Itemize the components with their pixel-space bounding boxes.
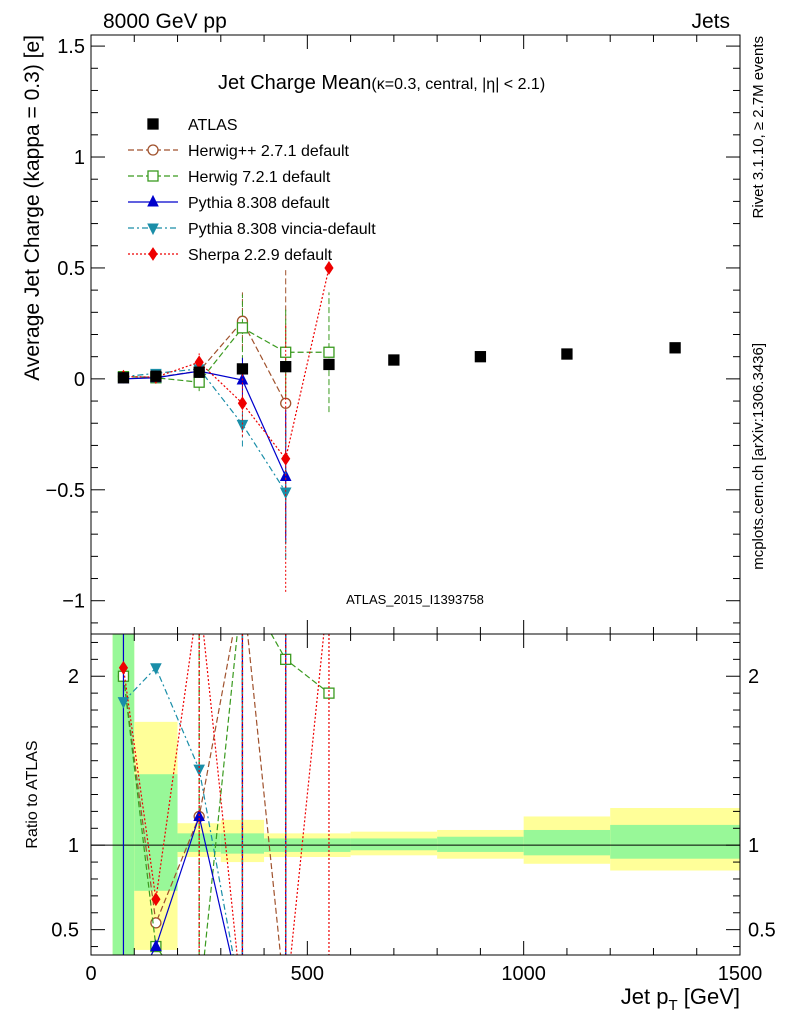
ratio-point <box>117 697 130 709</box>
legend-label: Herwig++ 2.7.1 default <box>188 143 350 160</box>
main-plot-panel: −1 −0.5 0 0.5 1 1.5 Average Jet Charge (kappa … <box>21 34 741 635</box>
legend-marker <box>148 247 158 261</box>
legend-label: Pythia 8.308 vincia-default <box>188 221 376 238</box>
ratio-line <box>122 634 325 955</box>
data-point <box>150 370 162 382</box>
ratio-point <box>151 892 161 907</box>
ratio-line <box>122 634 330 955</box>
ratio-y-tick-label-right: 1 <box>748 835 759 857</box>
data-point <box>117 372 130 384</box>
x-tick-label: 0 <box>85 963 96 985</box>
legend-marker <box>147 118 159 130</box>
series-line <box>123 368 287 493</box>
uncertainty-band-inner <box>610 824 740 859</box>
legend-marker <box>147 144 159 156</box>
ratio-plot-area <box>91 634 740 955</box>
rivet-version-label: Rivet 3.1.10, ≥ 2.7M events <box>750 36 767 219</box>
analysis-tag: ATLAS_2015_I1393758 <box>346 592 484 607</box>
y-tick-label: 1.5 <box>57 36 85 58</box>
data-point <box>324 261 334 275</box>
data-point <box>279 487 292 500</box>
data-point <box>323 346 335 358</box>
legend-label: Sherpa 2.2.9 default <box>188 247 333 264</box>
chart-title: Jet Charge Mean(κ=0.3, central, |η| < 2.… <box>218 72 545 94</box>
ratio-point <box>150 939 162 952</box>
ratio-y-axis-label: Ratio to ATLAS <box>24 740 41 848</box>
x-tick-label: 1500 <box>718 963 763 985</box>
legend-marker <box>147 194 159 207</box>
legend-item-herwig-7-2-1-default: Herwig 7.2.1 default <box>128 169 331 186</box>
series-line <box>123 267 330 461</box>
mcplots-label: mcplots.cern.ch [arXiv:1306.3436] <box>750 343 767 570</box>
ratio-y-tick-label: 1 <box>68 835 79 857</box>
ratio-point <box>150 663 162 675</box>
series-line <box>123 320 287 404</box>
ratio-point <box>118 660 129 675</box>
ratio-y-tick-label: 0.5 <box>51 920 79 942</box>
data-point <box>236 363 249 375</box>
ratio-y-tick-label-right: 0.5 <box>748 920 776 942</box>
data-point <box>561 348 573 360</box>
legend-marker <box>147 223 159 236</box>
legend-marker <box>147 170 159 182</box>
data-point <box>193 366 205 378</box>
series-atlas <box>117 342 681 384</box>
y-tick-label: −1 <box>62 591 85 613</box>
legend-item-pythia-8-308-vincia-default: Pythia 8.308 vincia-default <box>128 221 376 238</box>
x-axis-label-main: Jet p <box>621 984 669 1009</box>
x-tick-label: 1000 <box>501 963 546 985</box>
legend-label: ATLAS <box>188 117 238 134</box>
y-tick-label: −0.5 <box>46 480 85 502</box>
ratio-plot-frame <box>90 633 741 956</box>
series-pythia-8-308-vincia-default <box>117 362 292 559</box>
data-point <box>669 342 681 354</box>
ratio-point <box>150 917 162 929</box>
legend-item-atlas: ATLAS <box>147 117 238 134</box>
data-point <box>388 354 400 366</box>
legend-label: Pythia 8.308 default <box>188 195 330 212</box>
data-point <box>474 351 487 363</box>
ratio-point <box>323 687 335 699</box>
uncertainty-band-inner <box>523 829 611 856</box>
x-tick-label: 500 <box>291 963 324 985</box>
x-axis-label: Jet pT [GeV] <box>621 984 740 1014</box>
x-axis-label-subscript: T <box>668 997 677 1014</box>
uncertainty-band-inner <box>437 836 524 852</box>
legend-item-sherpa-2-2-9-default: Sherpa 2.2.9 default <box>128 247 333 264</box>
series-herwig-2-7-1-default <box>117 270 292 537</box>
process-label: Jets <box>691 10 730 33</box>
beam-label: 8000 GeV pp <box>103 10 227 33</box>
x-axis-label-unit: [GeV] <box>678 984 740 1009</box>
data-point <box>236 322 249 334</box>
y-tick-label: 0 <box>74 369 85 391</box>
ratio-series-sherpa-2-2-9-default <box>118 634 330 955</box>
data-point <box>280 361 292 373</box>
data-point <box>237 396 248 411</box>
y-axis-label: Average Jet Charge (kappa = 0.3) [e] <box>21 35 44 381</box>
data-point <box>281 451 291 466</box>
ratio-series-pythia-8-308-vincia-default <box>117 634 287 955</box>
ratio-y-tick-label: 2 <box>68 666 79 688</box>
data-point <box>323 358 335 371</box>
uncertainty-band-inner <box>350 838 438 851</box>
series-herwig-7-2-1-default <box>117 292 335 413</box>
y-tick-label: 1 <box>74 147 85 169</box>
legend-label: Herwig 7.2.1 default <box>188 169 331 186</box>
y-tick-label: 0.5 <box>57 258 85 280</box>
series-sherpa-2-2-9-default <box>118 261 334 592</box>
data-point <box>193 376 205 388</box>
legend-item-herwig-2-7-1-default: Herwig++ 2.7.1 default <box>128 143 350 160</box>
ratio-plot-panel: 0.5 0.5 1 1 2 2 0 500 1000 1500 Ratio to ATLAS Jet … <box>24 633 776 1014</box>
chart-title-suffix: (κ=0.3, central, |η| < 2.1) <box>371 76 545 93</box>
chart-title-main: Jet Charge Mean <box>218 72 371 94</box>
legend: ATLAS Herwig++ 2.7.1 default Herwig 7.2.1 … <box>128 117 376 264</box>
ratio-y-tick-label-right: 2 <box>748 666 759 688</box>
data-point <box>236 419 249 432</box>
legend-item-pythia-8-308-default: Pythia 8.308 default <box>128 194 330 212</box>
